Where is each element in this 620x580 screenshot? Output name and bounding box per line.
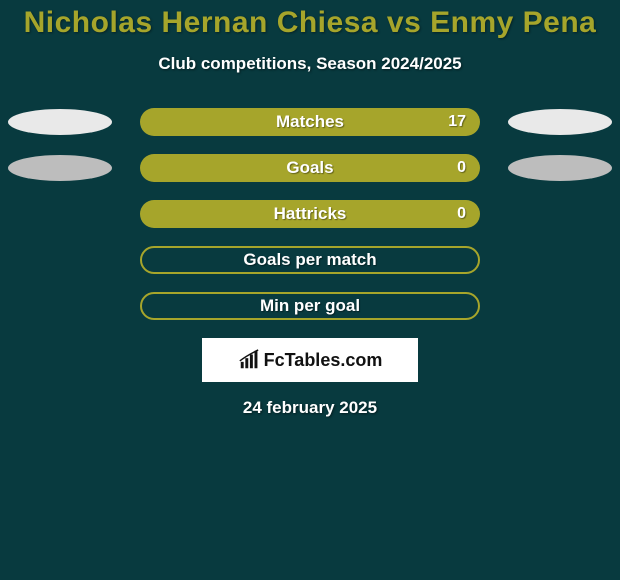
stat-label: Goals per match xyxy=(243,250,376,270)
right-value-ellipse xyxy=(508,109,612,135)
left-value-ellipse xyxy=(8,109,112,135)
stat-bar: Goals 0 xyxy=(140,154,480,182)
stat-value: 0 xyxy=(457,159,466,177)
stat-bar: Matches 17 xyxy=(140,108,480,136)
stat-value: 17 xyxy=(448,113,466,131)
stat-row: Matches 17 xyxy=(0,108,620,136)
comparison-card: Nicholas Hernan Chiesa vs Enmy Pena Club… xyxy=(0,0,620,580)
right-value-ellipse xyxy=(508,155,612,181)
stat-row: Min per goal xyxy=(0,292,620,320)
stat-bar: Hattricks 0 xyxy=(140,200,480,228)
stat-label: Min per goal xyxy=(260,296,360,316)
bar-chart-icon xyxy=(238,349,260,371)
logo-box: FcTables.com xyxy=(202,338,418,382)
stat-row: Goals per match xyxy=(0,246,620,274)
logo-text: FcTables.com xyxy=(264,350,383,371)
stat-bar: Goals per match xyxy=(140,246,480,274)
stat-value: 0 xyxy=(457,205,466,223)
stat-rows: Matches 17 Goals 0 Hattricks 0 Goals per match… xyxy=(0,108,620,320)
stat-label: Goals xyxy=(286,158,333,178)
page-title: Nicholas Hernan Chiesa vs Enmy Pena xyxy=(24,6,597,40)
stat-label: Matches xyxy=(276,112,344,132)
left-value-ellipse xyxy=(8,155,112,181)
date-label: 24 february 2025 xyxy=(243,398,377,418)
stat-bar: Min per goal xyxy=(140,292,480,320)
stat-row: Hattricks 0 xyxy=(0,200,620,228)
stat-label: Hattricks xyxy=(274,204,347,224)
subtitle: Club competitions, Season 2024/2025 xyxy=(158,54,461,74)
stat-row: Goals 0 xyxy=(0,154,620,182)
